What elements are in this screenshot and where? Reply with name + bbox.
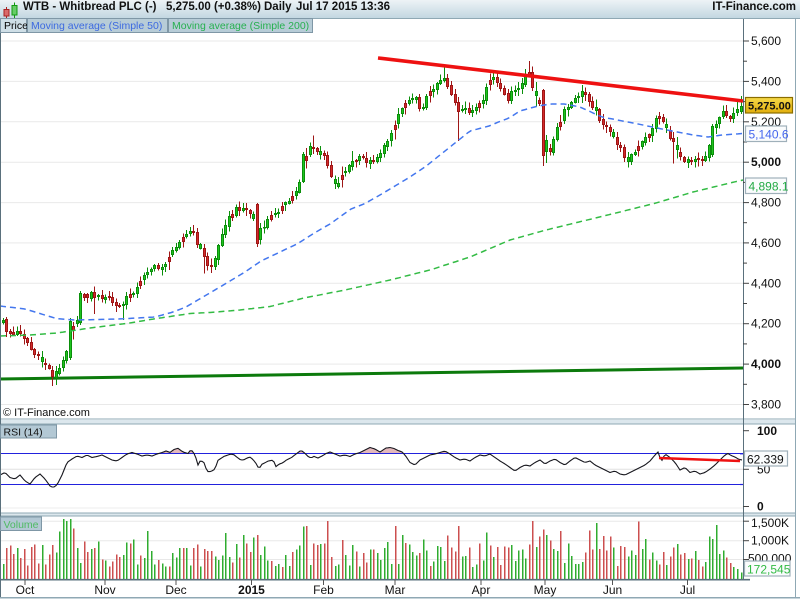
svg-text:Nov: Nov bbox=[94, 583, 115, 597]
svg-text:100: 100 bbox=[757, 424, 777, 438]
svg-text:Apr: Apr bbox=[472, 583, 491, 597]
svg-text:62.339: 62.339 bbox=[747, 453, 784, 467]
svg-text:Volume: Volume bbox=[4, 519, 39, 531]
svg-text:Jul: Jul bbox=[680, 583, 695, 597]
svg-text:4,600: 4,600 bbox=[751, 236, 781, 250]
svg-text:5,600: 5,600 bbox=[751, 34, 781, 48]
svg-text:May: May bbox=[534, 583, 557, 597]
svg-text:Oct: Oct bbox=[16, 583, 35, 597]
svg-text:0: 0 bbox=[757, 500, 764, 514]
svg-text:Dec: Dec bbox=[165, 583, 186, 597]
svg-text:Jun: Jun bbox=[603, 583, 622, 597]
svg-text:RSI (14): RSI (14) bbox=[4, 427, 43, 439]
svg-text:1,500K: 1,500K bbox=[751, 516, 789, 530]
svg-text:Mar: Mar bbox=[385, 583, 406, 597]
svg-text:5,275.00: 5,275.00 bbox=[748, 101, 791, 113]
svg-text:4,800: 4,800 bbox=[751, 196, 781, 210]
svg-text:1,000K: 1,000K bbox=[751, 534, 789, 548]
svg-text:4,400: 4,400 bbox=[751, 276, 781, 290]
svg-text:5,140.6: 5,140.6 bbox=[749, 128, 789, 142]
svg-text:4,200: 4,200 bbox=[751, 317, 781, 331]
svg-text:3,800: 3,800 bbox=[751, 398, 781, 412]
svg-text:Feb: Feb bbox=[313, 583, 334, 597]
svg-text:172,545: 172,545 bbox=[747, 563, 791, 577]
svg-text:5,400: 5,400 bbox=[751, 74, 781, 88]
svg-text:4,898.1: 4,898.1 bbox=[749, 180, 789, 194]
svg-text:© IT-Finance.com: © IT-Finance.com bbox=[3, 407, 90, 419]
svg-text:5,000: 5,000 bbox=[751, 155, 781, 169]
svg-text:4,000: 4,000 bbox=[751, 357, 781, 371]
svg-text:2015: 2015 bbox=[238, 583, 265, 597]
svg-text:5,200: 5,200 bbox=[751, 115, 781, 129]
